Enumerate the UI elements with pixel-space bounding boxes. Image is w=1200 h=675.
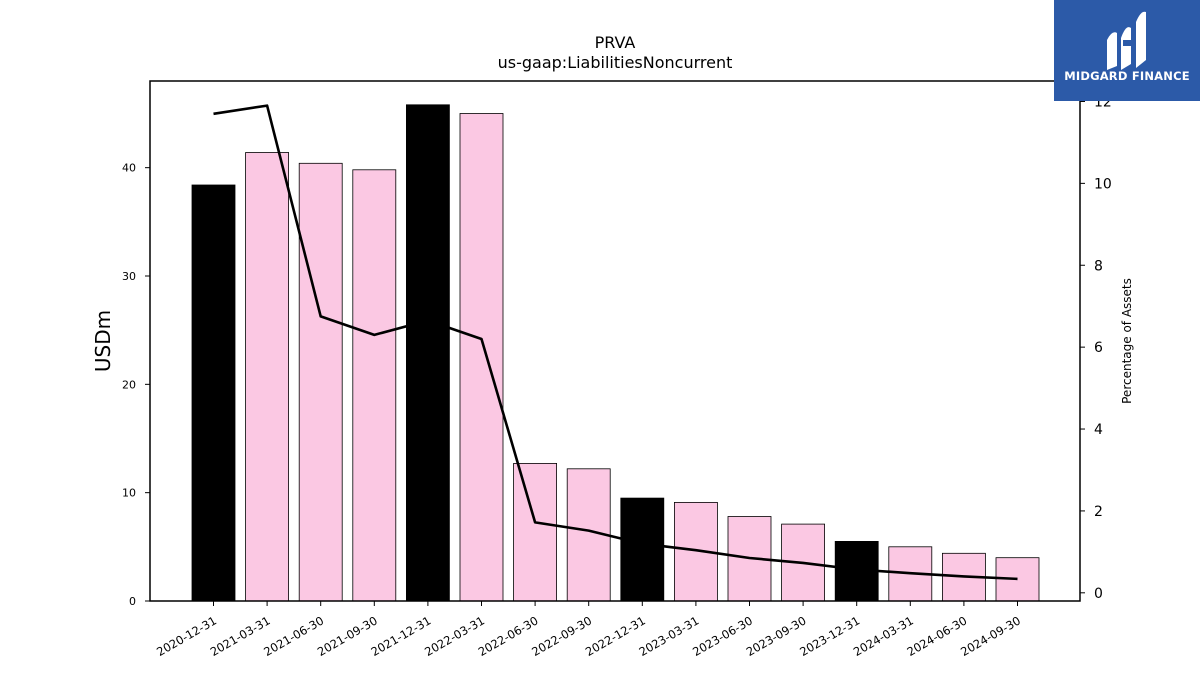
bar	[513, 462, 557, 602]
chart-subtitle: us-gaap:LiabilitiesNoncurrent	[498, 53, 733, 72]
x-tick-label: 2021-03-31	[208, 613, 273, 659]
x-tick-label: 2023-03-31	[637, 613, 702, 659]
bar	[245, 152, 290, 602]
x-tick-label: 2021-12-31	[369, 613, 434, 659]
y2-tick-label: 6	[1094, 340, 1103, 356]
x-tick-label: 2024-06-30	[905, 613, 970, 659]
brand-logo: MIDGARD FINANCE	[1054, 0, 1200, 101]
left-axis: 0 10 20 30 40	[122, 162, 150, 608]
line-series	[213, 104, 1018, 581]
x-tick-label: 2023-12-31	[797, 613, 862, 659]
y-tick-label: 30	[122, 270, 136, 283]
bar	[352, 169, 397, 602]
x-tick-label: 2021-09-30	[315, 613, 380, 659]
y2-tick-label: 4	[1094, 422, 1103, 438]
bar	[459, 113, 504, 602]
y-tick-label: 40	[122, 162, 136, 175]
x-tick-label: 2022-12-31	[583, 613, 648, 659]
y-tick-label: 0	[129, 595, 136, 608]
y2-tick-label: 8	[1094, 258, 1103, 274]
x-tick-label: 2022-06-30	[476, 613, 541, 659]
x-tick-label: 2024-03-31	[851, 613, 916, 659]
x-tick-label: 2024-09-30	[958, 613, 1023, 659]
y-tick-label: 20	[122, 378, 136, 391]
y2-axis-label: Percentage of Assets	[1120, 278, 1134, 404]
bar-series	[191, 104, 1040, 602]
x-tick-label: 2023-09-30	[744, 613, 809, 659]
x-tick-label: 2022-03-31	[422, 613, 487, 659]
plot-frame	[149, 80, 1081, 602]
bar	[191, 184, 236, 602]
y-tick-label: 10	[122, 487, 136, 500]
bar	[620, 497, 665, 602]
line-series-group	[213, 104, 1018, 581]
y2-tick-label: 10	[1094, 176, 1112, 192]
bar	[298, 162, 343, 602]
y2-tick-label: 2	[1094, 504, 1103, 520]
brand-name: MIDGARD FINANCE	[1064, 69, 1190, 83]
y2-tick-label: 0	[1094, 586, 1103, 602]
bar	[405, 104, 450, 602]
x-axis: 2020-12-312021-03-312021-06-302021-09-30…	[154, 601, 1023, 659]
y-axis-label: USDm	[91, 310, 115, 372]
x-tick-label: 2020-12-31	[154, 613, 219, 659]
x-tick-label: 2023-06-30	[690, 613, 755, 659]
chart-title: PRVA	[595, 33, 636, 52]
x-tick-label: 2022-09-30	[529, 613, 594, 659]
x-tick-label: 2021-06-30	[261, 613, 326, 659]
brand-mark-icon	[1107, 11, 1146, 70]
